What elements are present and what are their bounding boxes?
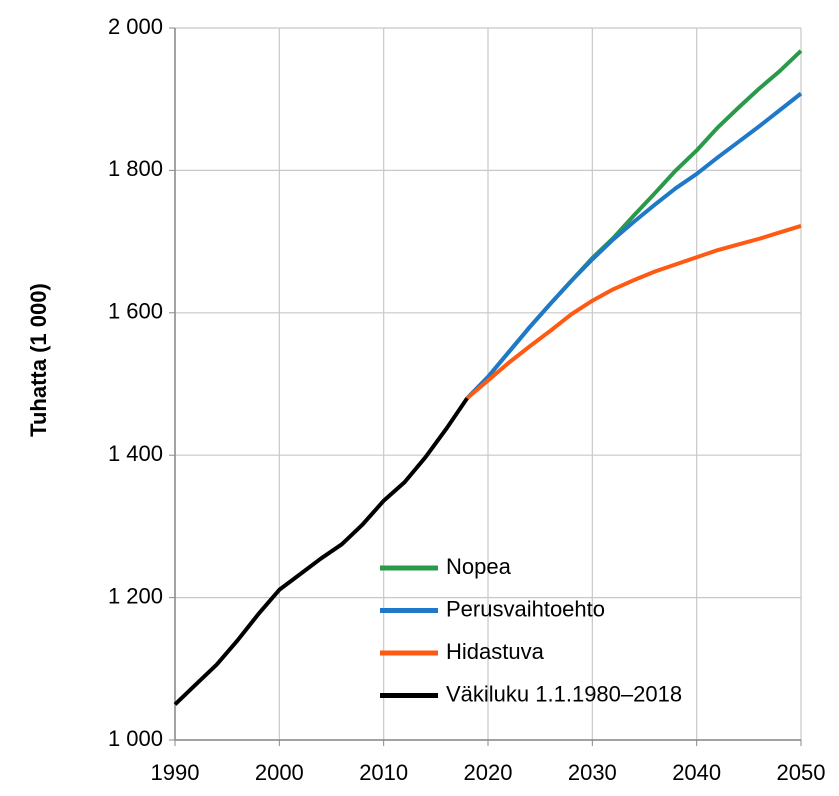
x-tick-label: 2000	[255, 760, 304, 785]
x-tick-label: 2020	[464, 760, 513, 785]
series-line	[173, 397, 469, 706]
legend-label: Hidastuva	[446, 639, 545, 664]
y-tick-label: 1 200	[108, 583, 163, 608]
legend-label: Väkiluku 1.1.1980–2018	[446, 681, 682, 706]
y-tick-label: 1 000	[108, 726, 163, 751]
x-tick-label: 2010	[359, 760, 408, 785]
series-line	[465, 49, 803, 400]
y-tick-label: 1 600	[108, 299, 163, 324]
y-axis-label: Tuhatta (1 000)	[26, 283, 51, 437]
legend-label: Nopea	[446, 554, 512, 579]
x-tick-label: 2050	[777, 760, 826, 785]
y-tick-label: 1 800	[108, 156, 163, 181]
x-tick-label: 1990	[151, 760, 200, 785]
y-tick-label: 2 000	[108, 14, 163, 39]
series-line	[465, 224, 802, 400]
x-tick-label: 2030	[568, 760, 617, 785]
y-tick-label: 1 400	[108, 441, 163, 466]
x-tick-label: 2040	[672, 760, 721, 785]
series-line	[465, 91, 803, 400]
legend-label: Perusvaihtoehto	[446, 596, 605, 621]
